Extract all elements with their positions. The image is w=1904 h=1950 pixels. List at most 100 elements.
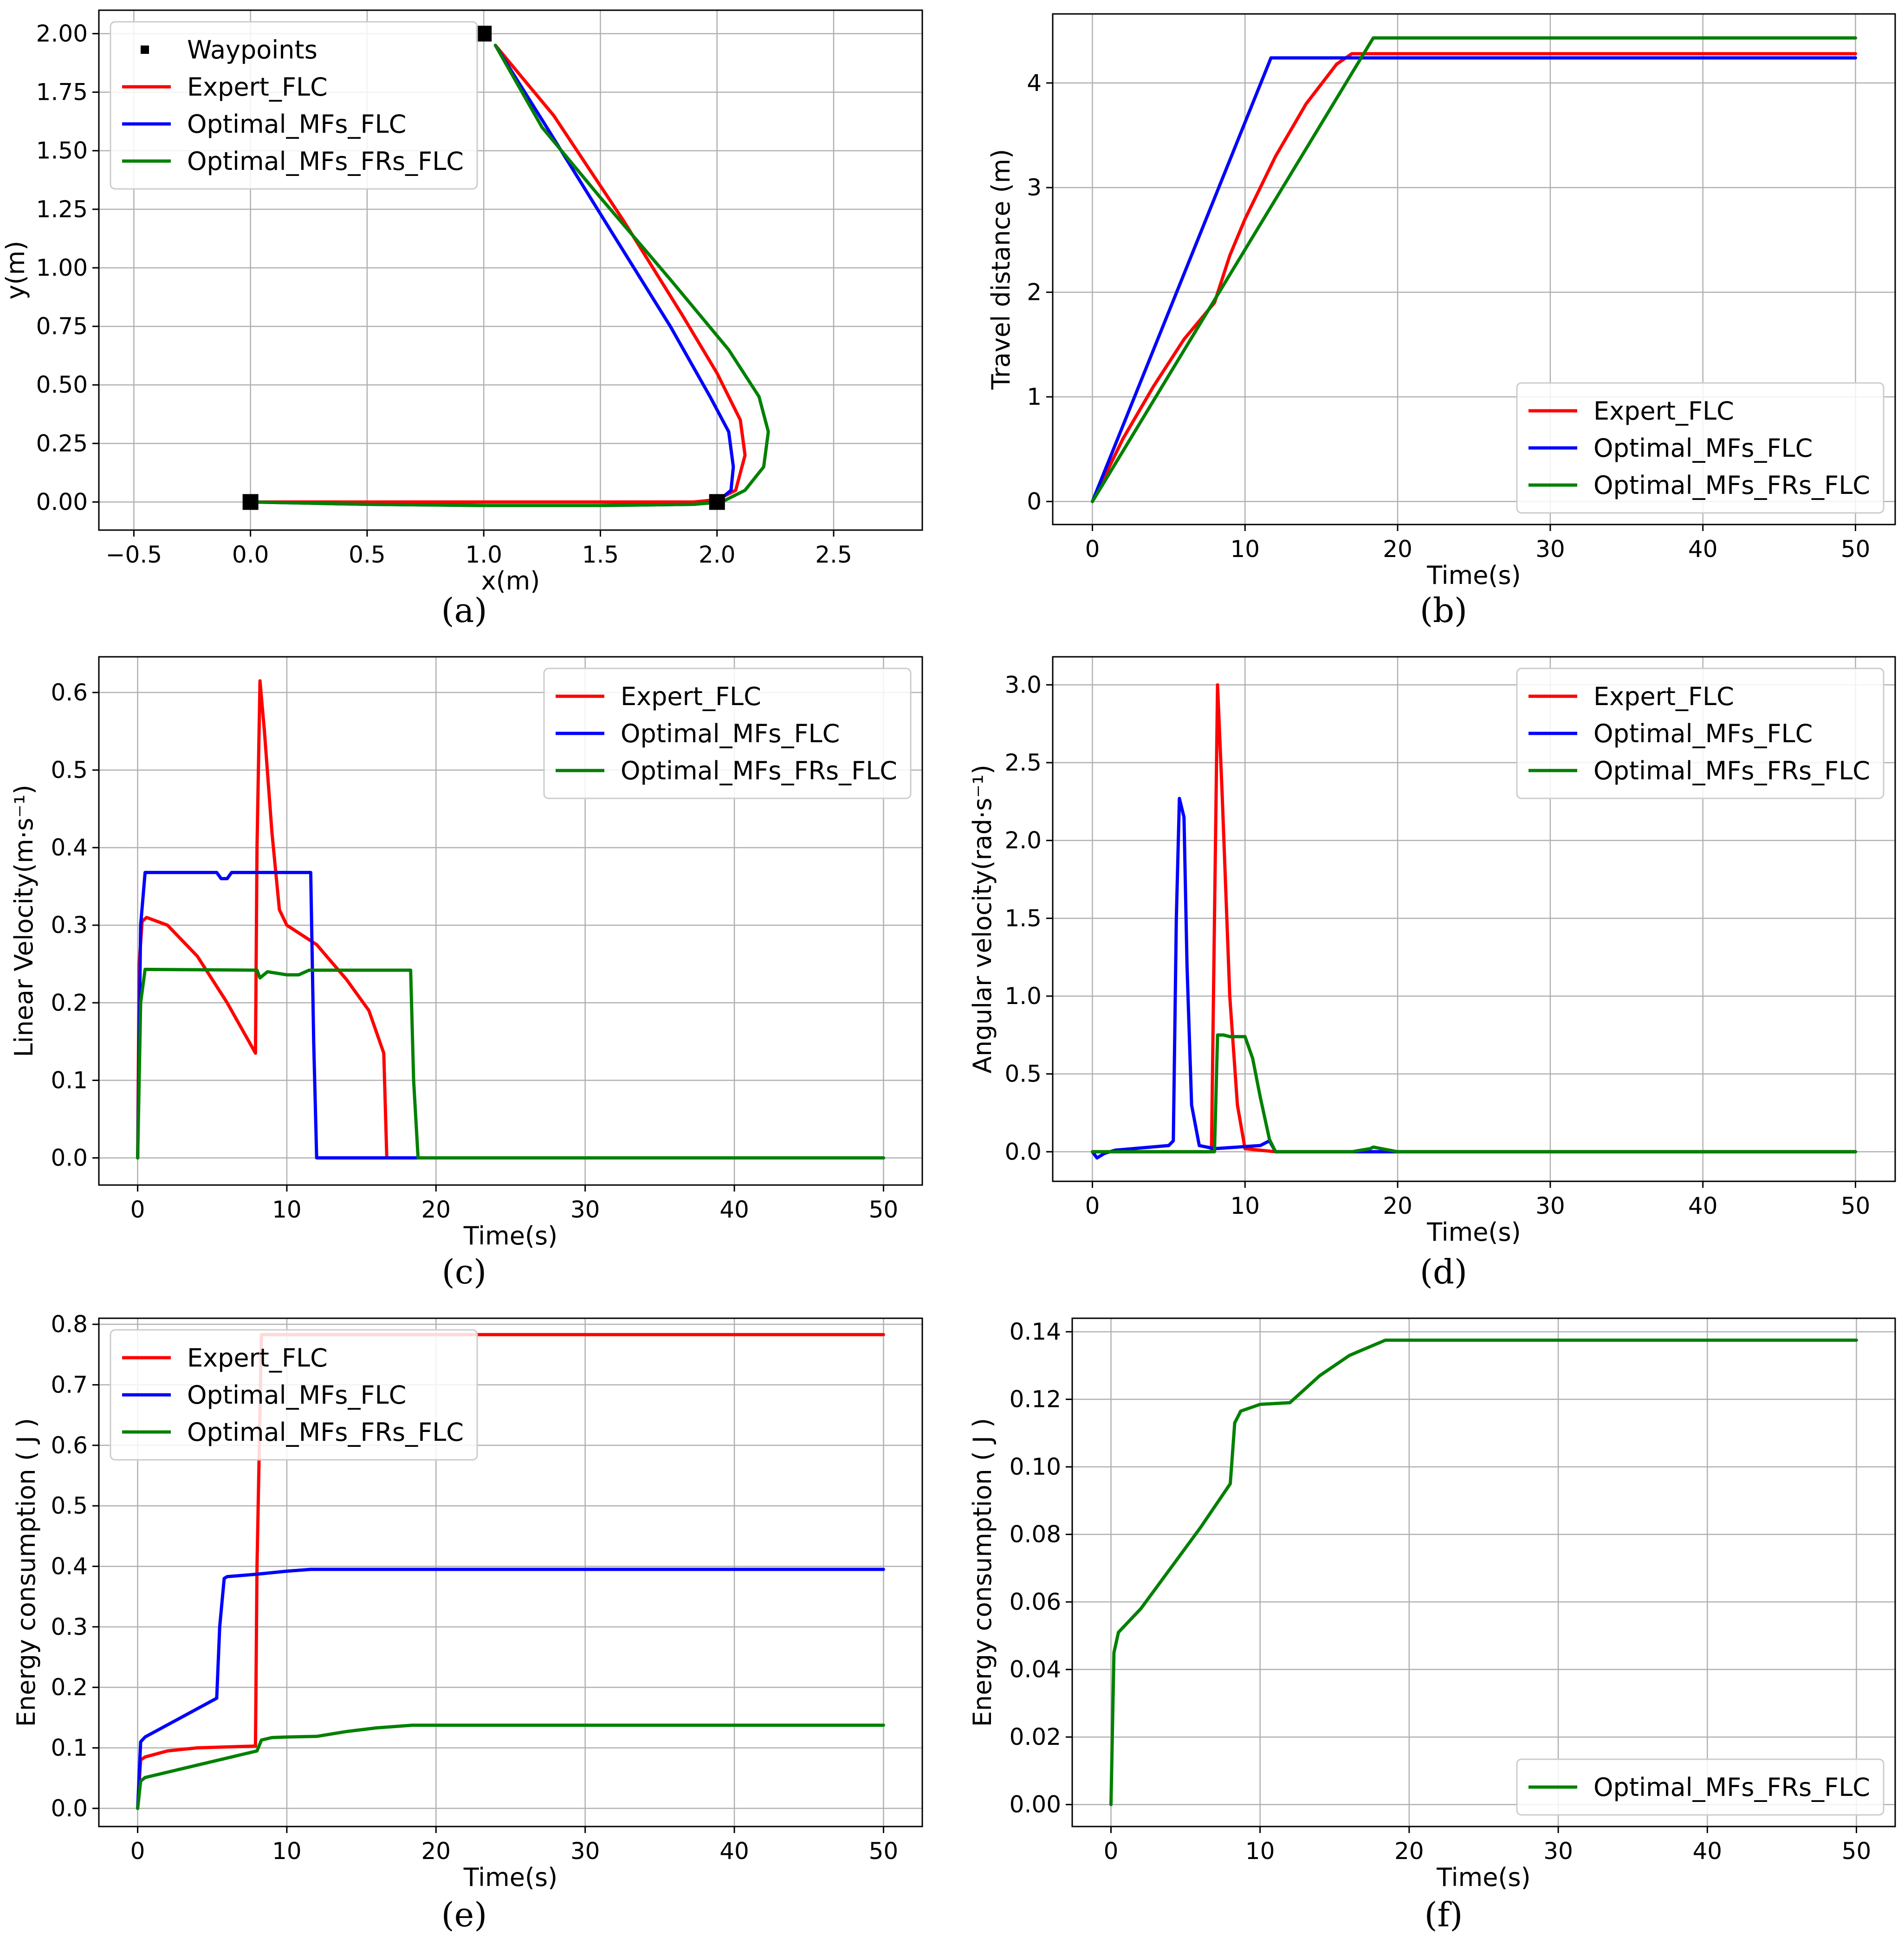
y-tick-label: 2: [1027, 279, 1042, 306]
legend-waypoint-marker: [141, 45, 149, 54]
panel-caption: (e): [441, 1895, 487, 1934]
y-axis-label: Linear Velocity(m·s⁻¹): [9, 784, 39, 1057]
panel-c-linear-velocity-plot: 0 10 20 30 40 50 0.0 0.1 0.2 0.3 0.4 0.5 0.6 Time(s) L…: [9, 656, 923, 1291]
y-tick-label: 0.7: [51, 1371, 88, 1398]
y-tick-label: 0.25: [36, 430, 88, 457]
panel-f-energy-consumption-green-plot: 0 10 20 30 40 50 0.00 0.02 0.04 0.06 0.08 0.10 0.12 0…: [968, 1317, 1896, 1934]
panel-caption: (d): [1420, 1252, 1467, 1291]
y-tick-label: 0.3: [51, 1613, 88, 1640]
legend-entry-label: Optimal_MFs_FRs_FLC: [187, 1418, 464, 1447]
legend-entry-label: Optimal_MFs_FRs_FLC: [621, 756, 897, 785]
y-tick-label: 0: [1027, 488, 1042, 515]
legend: Expert_FLC Optimal_MFs_FLC Optimal_MFs_FRs…: [543, 667, 912, 799]
y-tick-label: 0.4: [51, 834, 88, 861]
panel-a-trajectory-plot: −0.5 0.0 0.5 1.0 1.5 2.0 2.5 0.00 0.25 0.50 0.75 1.…: [1, 9, 923, 630]
y-tick-label: 1: [1027, 383, 1042, 410]
legend-entry-label: Optimal_MFs_FLC: [621, 719, 840, 748]
legend-entry-label: Optimal_MFs_FLC: [1593, 719, 1813, 748]
x-tick-label: −0.5: [106, 541, 162, 568]
y-axis-label: Energy consumption ( J ): [968, 1418, 997, 1727]
x-tick-label: 20: [1383, 1192, 1412, 1219]
legend-entry-label: Optimal_MFs_FLC: [187, 110, 406, 139]
y-tick-label: 0.5: [51, 757, 88, 784]
legend-entry-label: Expert_FLC: [187, 72, 328, 102]
x-tick-label: 50: [869, 1838, 899, 1865]
y-tick-label: 1.0: [1004, 983, 1042, 1010]
legend-entry-label: Optimal_MFs_FLC: [187, 1380, 406, 1410]
y-tick-label: 3.0: [1004, 671, 1042, 698]
y-tick-label: 2.00: [36, 20, 88, 47]
x-tick-label: 0: [130, 1838, 145, 1865]
legend-entry-label: Optimal_MFs_FLC: [1593, 434, 1813, 463]
y-tick-label: 3: [1027, 174, 1042, 201]
plot-frame: [98, 656, 923, 1186]
x-tick-label: 10: [1230, 1192, 1260, 1219]
x-tick-label: 20: [421, 1196, 451, 1223]
legend-entry-label: Optimal_MFs_FRs_FLC: [1593, 471, 1870, 500]
legend: Expert_FLC Optimal_MFs_FLC Optimal_MFs_FRs…: [110, 1329, 478, 1461]
legend: Expert_FLC Optimal_MFs_FLC Optimal_MFs_FRs…: [1516, 667, 1885, 799]
legend: Expert_FLC Optimal_MFs_FLC Optimal_MFs_FRs…: [1516, 382, 1885, 514]
y-axis-label: Angular velocity(rad·s⁻¹): [968, 764, 997, 1073]
panel-caption: (f): [1425, 1895, 1463, 1934]
y-tick-label: 0.6: [51, 1432, 88, 1459]
legend-box: [1516, 667, 1885, 799]
x-tick-label: 40: [719, 1838, 749, 1865]
series-line-expert-flc: [1091, 52, 1857, 503]
series-line-optimal-mfs-frs-flc: [1109, 1338, 1858, 1807]
x-axis-label: Time(s): [463, 1221, 557, 1250]
y-tick-label: 0.5: [51, 1492, 88, 1519]
y-tick-label: 1.50: [36, 137, 88, 164]
x-tick-label: 20: [1394, 1838, 1424, 1865]
legend-entry-label: Optimal_MFs_FRs_FLC: [1593, 756, 1870, 785]
y-tick-label: 0.6: [51, 679, 88, 706]
y-tick-label: 0.2: [51, 1674, 88, 1701]
panel-b-travel-distance-plot: 0 10 20 30 40 50 0 1 2 3 4 Time(s) Travel distance (…: [986, 13, 1896, 630]
y-tick-label: 0.4: [51, 1553, 88, 1580]
legend-entry-label: Expert_FLC: [1593, 396, 1734, 426]
series-line-optimal-mfs-frs-flc: [136, 1723, 885, 1810]
x-tick-label: 20: [421, 1838, 451, 1865]
series-line-optimal-mfs-frs-flc: [1091, 1033, 1857, 1153]
legend: Waypoints Expert_FLC Optimal_MFs_FLC Optima…: [110, 21, 478, 190]
series-line-optimal-mfs-frs-flc: [1091, 36, 1857, 503]
panel-e-energy-consumption-plot: 0 10 20 30 40 50 0.0 0.1 0.2 0.3 0.4 0.5 0.6 0.7 0.8 Ti…: [12, 1311, 923, 1934]
series-line-optimal-mfs-frs-flc: [249, 44, 770, 507]
x-tick-label: 30: [1535, 1192, 1565, 1219]
y-tick-label: 0.08: [1010, 1521, 1061, 1548]
series-line-optimal-mfs-flc: [136, 1568, 885, 1810]
y-tick-label: 0.0: [51, 1145, 88, 1172]
y-tick-label: 0.06: [1010, 1588, 1061, 1615]
x-tick-label: 50: [1842, 1838, 1872, 1865]
plot-frame: [98, 9, 923, 531]
y-tick-label: 0.2: [51, 989, 88, 1016]
x-tick-label: 0.5: [349, 541, 386, 568]
legend-box: [1516, 382, 1885, 514]
x-tick-label: 30: [570, 1196, 600, 1223]
legend-entry-label: Optimal_MFs_FRs_FLC: [187, 147, 464, 176]
x-tick-label: 2.5: [815, 541, 852, 568]
y-tick-label: 2.0: [1004, 827, 1042, 854]
y-axis-label: y(m): [1, 241, 30, 300]
x-tick-label: 1.0: [465, 541, 502, 568]
legend-entry-label: Expert_FLC: [1593, 682, 1734, 711]
x-tick-label: 40: [1688, 1192, 1718, 1219]
y-tick-label: 0.3: [51, 912, 88, 939]
y-tick-label: 0.8: [51, 1311, 88, 1338]
series-line-expert-flc: [136, 1333, 885, 1810]
y-tick-label: 0.1: [51, 1735, 88, 1762]
series-line-optimal-mfs-frs-flc: [136, 967, 885, 1160]
panel-caption: (c): [442, 1252, 487, 1291]
series-line-optimal-mfs-flc: [1091, 797, 1857, 1160]
y-tick-label: 0.04: [1010, 1656, 1061, 1683]
y-tick-label: 0.00: [36, 488, 88, 515]
legend-entry-label: Expert_FLC: [621, 682, 761, 711]
y-tick-label: 0.75: [36, 313, 88, 340]
y-tick-label: 1.25: [36, 196, 88, 223]
y-axis-label: Energy consumption ( J ): [12, 1418, 41, 1727]
plot-frame: [98, 1317, 923, 1827]
legend-entry-label: Optimal_MFs_FRs_FLC: [1593, 1773, 1870, 1802]
series-line-optimal-mfs-flc: [1091, 56, 1857, 503]
legend-box: [110, 21, 478, 190]
y-tick-label: 1.00: [36, 254, 88, 281]
